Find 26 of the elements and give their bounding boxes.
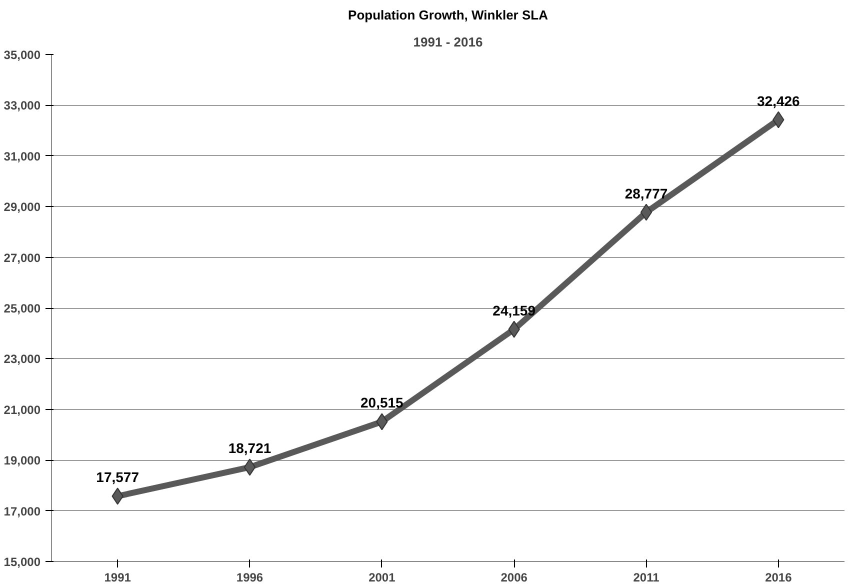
y-tick-label: 21,000	[4, 402, 41, 417]
data-label: 28,777	[624, 185, 668, 202]
y-tick-label: 15,000	[4, 555, 41, 569]
chart-title: Population Growth, Winkler SLA	[348, 8, 549, 22]
point	[640, 204, 652, 221]
x-tick-label: 2016	[765, 570, 792, 584]
y-tick-label: 27,000	[4, 250, 41, 265]
data-label: 20,515	[360, 394, 404, 411]
point	[244, 458, 256, 476]
x-tick-label: 2011	[633, 570, 660, 584]
y-tick-label: 17,000	[4, 504, 41, 518]
x-tick-label: 1991	[104, 570, 132, 584]
y-tick-label: 31,000	[4, 149, 41, 164]
data-label: 32,426	[757, 92, 800, 109]
x-tick-label: 1996	[236, 570, 264, 584]
x-tick-label: 2006	[500, 570, 528, 584]
y-tick-label: 25,000	[4, 302, 41, 316]
data-label: 18,721	[228, 440, 272, 456]
y-tick-label: 35,000	[4, 48, 41, 62]
x-tick-label: 2001	[368, 570, 396, 584]
chart-subtitle: 1991 - 2016	[413, 34, 483, 50]
y-tick-label: 29,000	[4, 200, 41, 214]
data-label: 17,577	[96, 469, 140, 486]
y-tick-label: 19,000	[4, 454, 41, 468]
y-tick-label: 23,000	[4, 352, 41, 366]
y-tick-label: 33,000	[4, 98, 41, 113]
